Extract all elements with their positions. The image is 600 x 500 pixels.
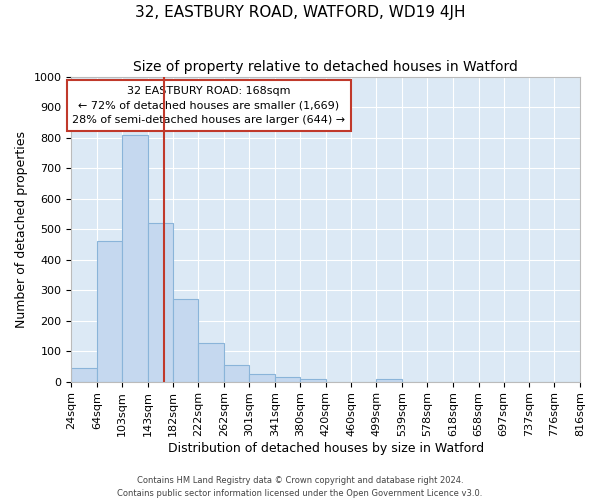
Bar [300, 378, 326, 382]
Bar [249, 374, 275, 382]
Bar [71, 368, 97, 382]
Text: 32, EASTBURY ROAD, WATFORD, WD19 4JH: 32, EASTBURY ROAD, WATFORD, WD19 4JH [135, 5, 465, 20]
Bar [275, 377, 300, 382]
Text: 32 EASTBURY ROAD: 168sqm
← 72% of detached houses are smaller (1,669)
28% of sem: 32 EASTBURY ROAD: 168sqm ← 72% of detach… [72, 86, 345, 126]
X-axis label: Distribution of detached houses by size in Watford: Distribution of detached houses by size … [167, 442, 484, 455]
Bar [199, 344, 224, 382]
Bar [122, 134, 148, 382]
Bar [148, 223, 173, 382]
Title: Size of property relative to detached houses in Watford: Size of property relative to detached ho… [133, 60, 518, 74]
Text: Contains HM Land Registry data © Crown copyright and database right 2024.
Contai: Contains HM Land Registry data © Crown c… [118, 476, 482, 498]
Bar [173, 299, 199, 382]
Bar [97, 242, 122, 382]
Bar [224, 365, 249, 382]
Y-axis label: Number of detached properties: Number of detached properties [15, 130, 28, 328]
Bar [376, 378, 402, 382]
